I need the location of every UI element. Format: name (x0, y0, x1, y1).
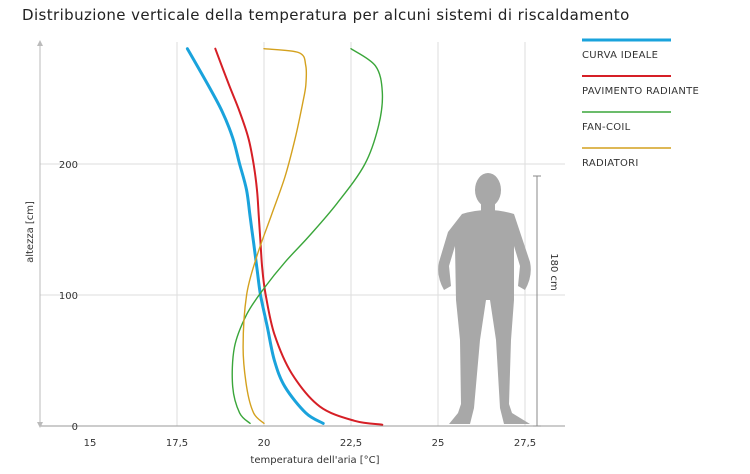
series-line-pavimento-radiante (214, 47, 384, 426)
series-line-radiatori (242, 48, 308, 425)
x-tick-label: 22,5 (340, 438, 362, 449)
y-axis-arrow-bottom (37, 422, 43, 428)
x-tick-label: 17,5 (166, 438, 188, 449)
human-silhouette-icon (438, 173, 531, 424)
y-tick-label: 0 (72, 422, 78, 433)
chart-title: Distribuzione verticale della temperatur… (22, 6, 630, 24)
axes (37, 40, 565, 428)
x-tick-label: 20 (258, 438, 271, 449)
legend-label-fan-coil: FAN-COIL (582, 122, 631, 133)
legend-label-pavimento-radiante: PAVIMENTO RADIANTE (582, 86, 699, 97)
legend-label-curva-ideale: CURVA IDEALE (582, 50, 658, 61)
x-axis-label: temperatura dell'aria [°C] (250, 455, 379, 466)
y-axis-arrow-top (37, 40, 43, 46)
height-dimension-marker: 180 cm (533, 175, 559, 427)
series-line-curva-ideale (185, 47, 325, 425)
x-tick-label: 15 (84, 438, 97, 449)
ticks: 15 17,5 20 22,5 25 27,5 0 100 200 (59, 160, 536, 449)
x-tick-label: 27,5 (514, 438, 536, 449)
height-dimension-label: 180 cm (548, 253, 559, 291)
y-tick-label: 200 (59, 160, 78, 171)
y-tick-label: 100 (59, 291, 78, 302)
series (185, 47, 384, 426)
legend-label-radiatori: RADIATORI (582, 158, 639, 169)
y-axis-label: altezza [cm] (25, 201, 36, 263)
series-line-fan-coil (231, 48, 384, 425)
legend: CURVA IDEALE PAVIMENTO RADIANTE FAN-COIL RA… (582, 38, 699, 169)
x-tick-label: 25 (432, 438, 445, 449)
